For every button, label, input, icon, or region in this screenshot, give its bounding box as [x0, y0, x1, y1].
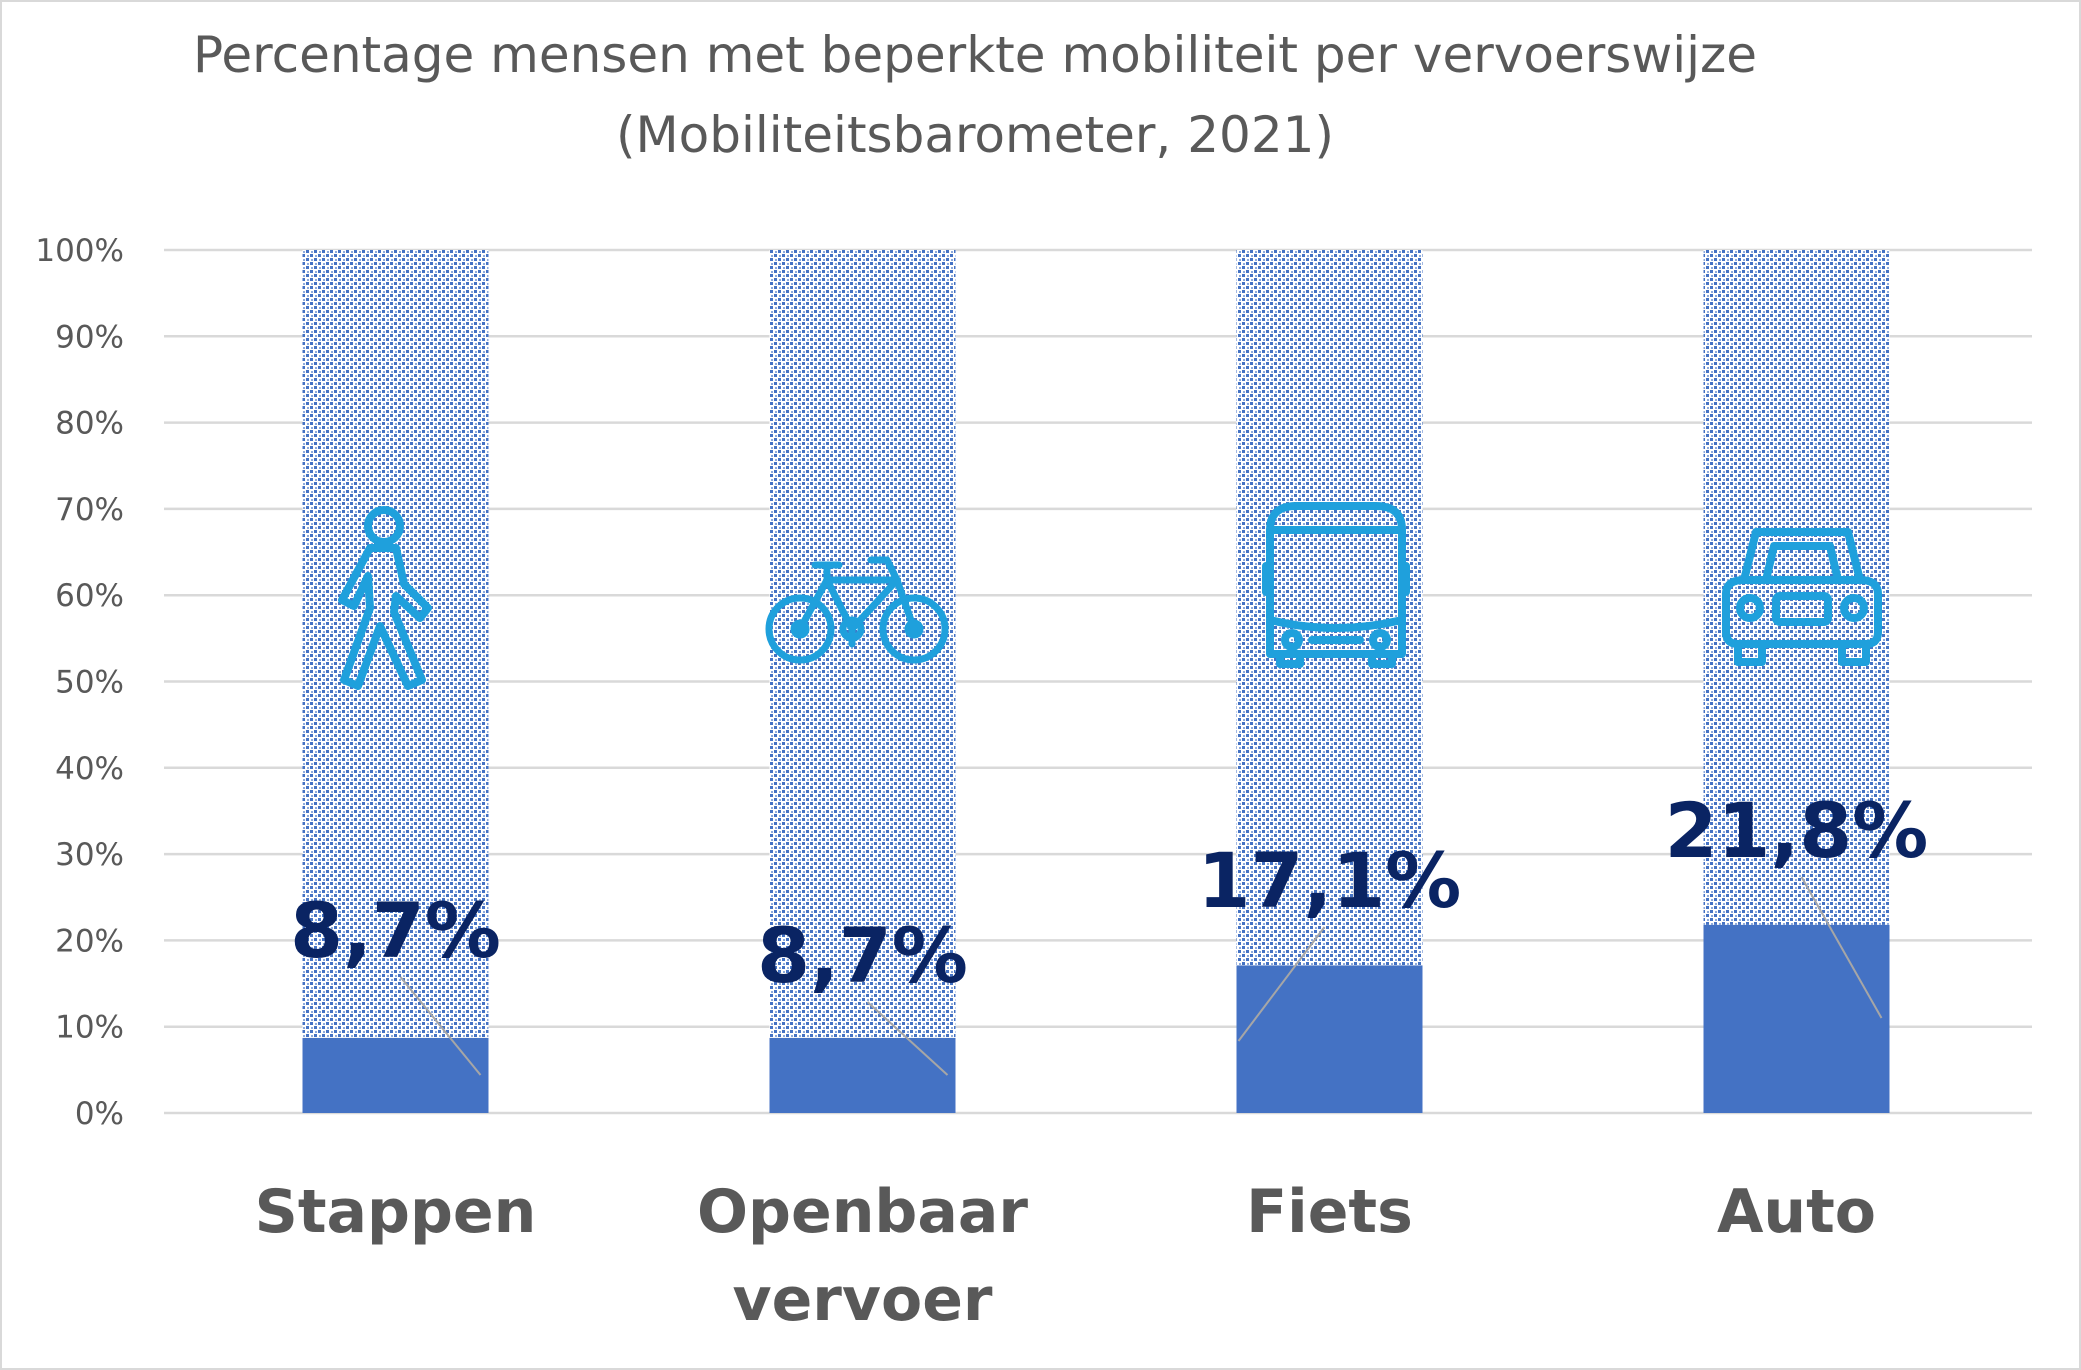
y-tick-label: 80%	[55, 406, 124, 442]
data-label: 17,1%	[1198, 836, 1462, 925]
data-label: 8,7%	[757, 911, 968, 1000]
x-category-label: Stappen	[255, 1177, 537, 1247]
y-axis: 0% 10% 20% 30% 40% 50% 60% 70% 80% 90% 100%	[35, 233, 124, 1132]
label-leader-lines	[399, 876, 1883, 1076]
y-tick-label: 20%	[55, 923, 124, 959]
x-axis-categories: Stappen Openbaar vervoer Fiets Auto	[255, 1177, 1876, 1335]
data-labels: 8,7% 8,7% 17,1% 21,8%	[290, 786, 1928, 1000]
bar-remainder	[769, 250, 956, 1038]
y-tick-label: 10%	[55, 1010, 124, 1046]
bar-value	[1236, 965, 1423, 1113]
x-category-label: vervoer	[732, 1265, 992, 1335]
bar-value	[302, 1037, 489, 1113]
y-tick-label: 30%	[55, 837, 124, 873]
x-category-label: Auto	[1717, 1177, 1876, 1247]
bicycle-icon	[765, 556, 949, 664]
bar-value	[769, 1037, 956, 1113]
y-tick-label: 0%	[75, 1096, 124, 1132]
leader-line	[399, 976, 482, 1076]
chart-subtitle: (Mobiliteitsbarometer, 2021)	[616, 106, 1334, 164]
bus-icon	[1262, 502, 1410, 668]
bar-value	[1703, 924, 1890, 1113]
leader-line	[1237, 926, 1326, 1042]
y-tick-label: 60%	[55, 578, 124, 614]
bar-remainder	[1703, 250, 1890, 925]
leader-line	[866, 1001, 949, 1076]
x-category-label: Fiets	[1246, 1177, 1413, 1247]
car-icon	[1722, 528, 1882, 666]
chart-title: Percentage mensen met beperkte mobilitei…	[193, 26, 1757, 84]
y-tick-label: 50%	[55, 665, 124, 701]
y-tick-label: 90%	[55, 319, 124, 355]
y-tick-label: 100%	[35, 233, 124, 269]
bar-remainder	[302, 250, 489, 1038]
data-label: 8,7%	[290, 886, 501, 975]
y-tick-label: 40%	[55, 751, 124, 787]
x-category-label: Openbaar	[697, 1177, 1028, 1247]
y-tick-label: 70%	[55, 492, 124, 528]
bars	[302, 250, 1890, 1113]
pedestrian-icon	[338, 506, 432, 690]
leader-line	[1800, 876, 1883, 1019]
category-icons	[338, 502, 1882, 690]
data-label: 21,8%	[1665, 786, 1929, 875]
